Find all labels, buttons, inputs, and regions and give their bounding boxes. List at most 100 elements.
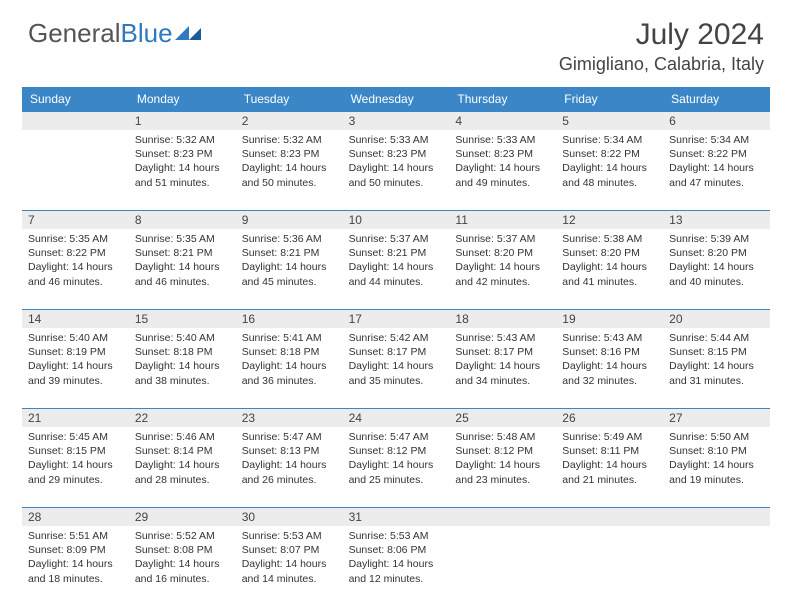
header: GeneralBlue July 2024 Gimigliano, Calabr…: [0, 0, 792, 79]
daylight-line: Daylight: 14 hours and 23 minutes.: [455, 458, 550, 486]
day-cell: Sunrise: 5:37 AMSunset: 8:20 PMDaylight:…: [449, 229, 556, 309]
day-cell: Sunrise: 5:47 AMSunset: 8:13 PMDaylight:…: [236, 427, 343, 507]
day-number: 30: [236, 508, 343, 526]
day-number: 11: [449, 211, 556, 229]
sunset-line: Sunset: 8:22 PM: [562, 147, 657, 161]
daylight-line: Daylight: 14 hours and 14 minutes.: [242, 557, 337, 585]
sunset-line: Sunset: 8:23 PM: [349, 147, 444, 161]
day-number: 20: [663, 310, 770, 328]
sunset-line: Sunset: 8:18 PM: [135, 345, 230, 359]
sunrise-line: Sunrise: 5:32 AM: [135, 133, 230, 147]
sunrise-line: Sunrise: 5:32 AM: [242, 133, 337, 147]
day-cell: Sunrise: 5:40 AMSunset: 8:18 PMDaylight:…: [129, 328, 236, 408]
sunrise-line: Sunrise: 5:45 AM: [28, 430, 123, 444]
sunset-line: Sunset: 8:22 PM: [669, 147, 764, 161]
day-cell: Sunrise: 5:47 AMSunset: 8:12 PMDaylight:…: [343, 427, 450, 507]
week-row: Sunrise: 5:32 AMSunset: 8:23 PMDaylight:…: [22, 130, 770, 210]
week-row: Sunrise: 5:51 AMSunset: 8:09 PM Daylight:…: [22, 526, 770, 606]
day-cell: Sunrise: 5:32 AMSunset: 8:23 PMDaylight:…: [129, 130, 236, 210]
day-number: 24: [343, 409, 450, 427]
sunset-line: Sunset: 8:23 PM: [135, 147, 230, 161]
sunrise-line: Sunrise: 5:43 AM: [562, 331, 657, 345]
day-cell: Sunrise: 5:36 AMSunset: 8:21 PMDaylight:…: [236, 229, 343, 309]
sunset-line: Sunset: 8:21 PM: [242, 246, 337, 260]
daylight-line: Daylight: 14 hours and 47 minutes.: [669, 161, 764, 189]
day-cell: Sunrise: 5:43 AMSunset: 8:16 PMDaylight:…: [556, 328, 663, 408]
sunset-line: Sunset: 8:12 PM: [455, 444, 550, 458]
calendar: SundayMondayTuesdayWednesdayThursdayFrid…: [22, 87, 770, 606]
daylight-line: Daylight: 14 hours and 35 minutes.: [349, 359, 444, 387]
day-cell: Sunrise: 5:45 AMSunset: 8:15 PMDaylight:…: [22, 427, 129, 507]
sunrise-line: Sunrise: 5:49 AM: [562, 430, 657, 444]
day-number: 13: [663, 211, 770, 229]
sunrise-line: Sunrise: 5:34 AM: [669, 133, 764, 147]
sunset-line: Sunset: 8:15 PM: [669, 345, 764, 359]
day-cell: [22, 130, 129, 210]
day-cell: Sunrise: 5:46 AMSunset: 8:14 PMDaylight:…: [129, 427, 236, 507]
sunset-line: Sunset: 8:17 PM: [349, 345, 444, 359]
sunrise-line: Sunrise: 5:47 AM: [349, 430, 444, 444]
day-cell: Sunrise: 5:35 AMSunset: 8:21 PMDaylight:…: [129, 229, 236, 309]
sunrise-line: Sunrise: 5:51 AM: [28, 529, 123, 543]
daylight-line: Daylight: 14 hours and 46 minutes.: [28, 260, 123, 288]
sunset-line: Sunset: 8:15 PM: [28, 444, 123, 458]
day-number: [449, 508, 556, 526]
day-number: 14: [22, 310, 129, 328]
daylight-line: Daylight: 14 hours and 39 minutes.: [28, 359, 123, 387]
weekday-label: Saturday: [663, 87, 770, 111]
day-cell: [449, 526, 556, 606]
sunrise-line: Sunrise: 5:41 AM: [242, 331, 337, 345]
daylight-line: Daylight: 14 hours and 26 minutes.: [242, 458, 337, 486]
day-cell: [663, 526, 770, 606]
sunset-line: Sunset: 8:10 PM: [669, 444, 764, 458]
day-number: 3: [343, 112, 450, 130]
weekday-label: Tuesday: [236, 87, 343, 111]
day-cell: Sunrise: 5:48 AMSunset: 8:12 PMDaylight:…: [449, 427, 556, 507]
day-number: [22, 112, 129, 130]
sunrise-line: Sunrise: 5:35 AM: [28, 232, 123, 246]
day-number: 1: [129, 112, 236, 130]
day-cell: Sunrise: 5:39 AMSunset: 8:20 PMDaylight:…: [663, 229, 770, 309]
weekday-label: Wednesday: [343, 87, 450, 111]
day-number: 19: [556, 310, 663, 328]
day-number: 4: [449, 112, 556, 130]
sunset-line: Sunset: 8:23 PM: [455, 147, 550, 161]
sunset-line: Sunset: 8:06 PM: [349, 543, 444, 557]
daylight-line: Daylight: 14 hours and 48 minutes.: [562, 161, 657, 189]
day-number: 7: [22, 211, 129, 229]
day-number: 16: [236, 310, 343, 328]
day-cell: Sunrise: 5:37 AMSunset: 8:21 PMDaylight:…: [343, 229, 450, 309]
day-number: 5: [556, 112, 663, 130]
day-cell: Sunrise: 5:49 AMSunset: 8:11 PMDaylight:…: [556, 427, 663, 507]
daynum-row: 21222324252627: [22, 408, 770, 427]
day-cell: Sunrise: 5:33 AMSunset: 8:23 PMDaylight:…: [343, 130, 450, 210]
daylight-line: Daylight: 14 hours and 32 minutes.: [562, 359, 657, 387]
sunrise-line: Sunrise: 5:47 AM: [242, 430, 337, 444]
day-number: 12: [556, 211, 663, 229]
day-cell: Sunrise: 5:35 AMSunset: 8:22 PMDaylight:…: [22, 229, 129, 309]
sunset-line: Sunset: 8:09 PM: [28, 543, 123, 557]
sunset-line: Sunset: 8:21 PM: [135, 246, 230, 260]
day-cell: Sunrise: 5:33 AMSunset: 8:23 PMDaylight:…: [449, 130, 556, 210]
day-number: 2: [236, 112, 343, 130]
daynum-row: 78910111213: [22, 210, 770, 229]
day-number: 27: [663, 409, 770, 427]
daylight-line: Daylight: 14 hours and 25 minutes.: [349, 458, 444, 486]
weekday-label: Thursday: [449, 87, 556, 111]
daylight-line: Daylight: 14 hours and 50 minutes.: [242, 161, 337, 189]
sunset-line: Sunset: 8:16 PM: [562, 345, 657, 359]
logo-text-2: Blue: [121, 18, 173, 49]
day-number: 15: [129, 310, 236, 328]
logo: GeneralBlue: [28, 18, 203, 49]
month-title: July 2024: [559, 18, 764, 52]
day-number: 28: [22, 508, 129, 526]
daylight-line: Daylight: 14 hours and 42 minutes.: [455, 260, 550, 288]
sunrise-line: Sunrise: 5:39 AM: [669, 232, 764, 246]
day-number: 9: [236, 211, 343, 229]
sunset-line: Sunset: 8:13 PM: [242, 444, 337, 458]
day-cell: Sunrise: 5:32 AMSunset: 8:23 PMDaylight:…: [236, 130, 343, 210]
day-cell: Sunrise: 5:42 AMSunset: 8:17 PMDaylight:…: [343, 328, 450, 408]
day-number: 8: [129, 211, 236, 229]
daylight-line: Daylight: 14 hours and 28 minutes.: [135, 458, 230, 486]
sunset-line: Sunset: 8:22 PM: [28, 246, 123, 260]
